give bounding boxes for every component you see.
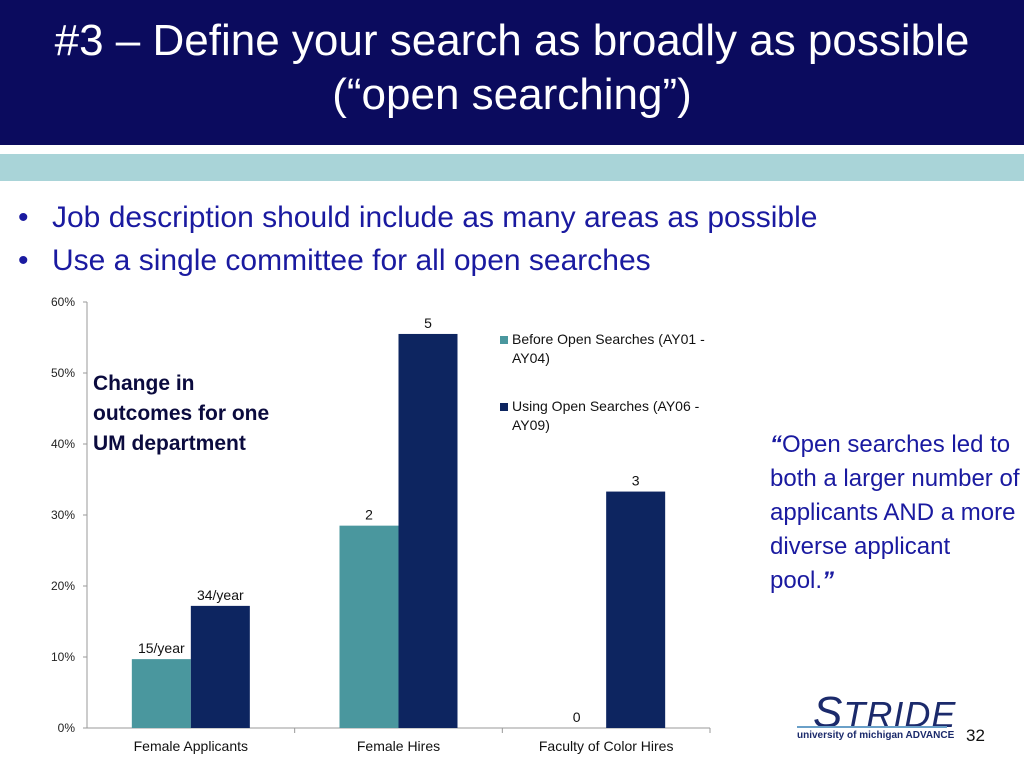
bar-chart: 0% 10% 20% 30% 40% 50% 60% Female Applicants 15/… (51, 295, 711, 754)
y-tick-label: 40% (51, 437, 75, 451)
chart-note: Change in outcomes for one UM department (93, 372, 270, 455)
bar (131, 659, 191, 728)
logo-wordmark: STRIDE (813, 688, 957, 737)
legend-label: Before Open Searches (AY01 -AY04) (512, 331, 705, 366)
bar (606, 491, 666, 728)
quote-text: Open searches led to both a larger numbe… (770, 431, 1020, 594)
open-quote-mark: “ (770, 431, 782, 458)
title-bar: #3 – Define your search as broadly as po… (0, 0, 1024, 145)
bullet-item: • Job description should include as many … (18, 196, 817, 239)
bullet-list: • Job description should include as many … (18, 196, 817, 282)
legend-label: Using Open Searches (AY06 -AY09) (512, 398, 700, 433)
y-tick-label: 0% (58, 721, 76, 735)
bullet-text: Use a single committee for all open sear… (52, 244, 651, 277)
y-tick-label: 30% (51, 508, 75, 522)
stride-logo: STRIDE university of michigan ADVANCE (797, 688, 957, 748)
logo-underline (797, 726, 947, 728)
data-label: 34/year (197, 587, 244, 603)
data-label: 5 (424, 315, 432, 331)
bullet-dot: • (18, 201, 29, 234)
x-tick-label: Female Hires (357, 738, 440, 754)
x-tick-label: Faculty of Color Hires (539, 738, 674, 754)
slide-title: #3 – Define your search as broadly as po… (54, 16, 970, 119)
data-label: 2 (365, 507, 373, 523)
accent-band (0, 154, 1024, 181)
data-label: 15/year (138, 640, 185, 656)
page-number: 32 (966, 726, 985, 745)
close-quote-mark: ” (822, 567, 835, 594)
logo-subtitle: university of michigan ADVANCE (797, 730, 955, 741)
data-label: 0 (573, 709, 581, 725)
bar (398, 333, 458, 728)
bullet-item: • Use a single committee for all open sea… (18, 239, 817, 282)
y-tick-label: 20% (51, 579, 75, 593)
bullet-dot: • (18, 244, 29, 277)
data-label: 3 (632, 473, 640, 489)
legend-swatch (500, 403, 508, 411)
bar (190, 605, 250, 728)
y-tick-label: 60% (51, 295, 75, 309)
bar (339, 525, 399, 728)
x-tick-label: Female Applicants (134, 738, 248, 754)
quote: “Open searches led to both a larger numb… (770, 428, 1020, 598)
bullet-text: Job description should include as many a… (52, 201, 818, 234)
y-tick-label: 50% (51, 366, 75, 380)
legend-swatch (500, 336, 508, 344)
y-tick-label: 10% (51, 650, 75, 664)
